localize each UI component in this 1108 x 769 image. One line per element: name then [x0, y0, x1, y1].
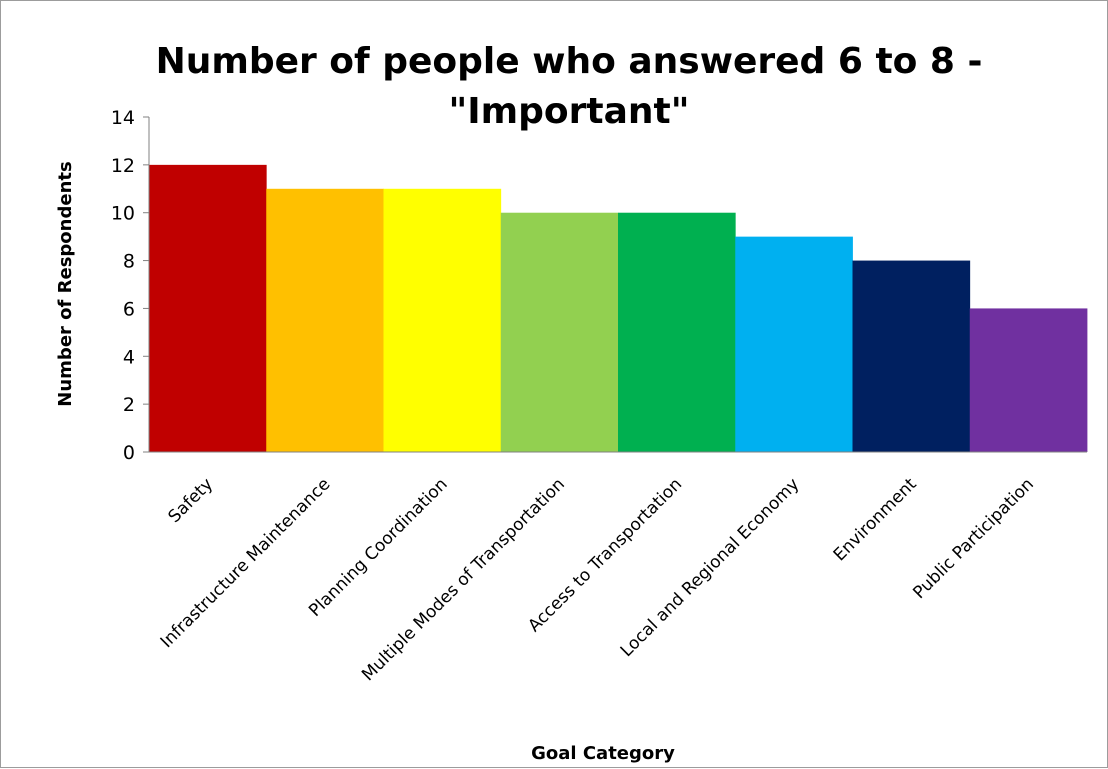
y-tick-label: 2 [123, 394, 135, 416]
bar-local-and-regional-economy [735, 236, 853, 452]
x-category-label: Public Participation [909, 474, 1038, 603]
chart-title: Number of people who answered 6 to 8 - [156, 41, 983, 82]
bar-planning-coordination [383, 188, 502, 453]
axes [148, 117, 1087, 453]
y-tick-label: 10 [111, 203, 135, 225]
y-tick-label: 4 [123, 346, 135, 368]
y-tick-label: 6 [123, 298, 135, 320]
x-category-label: Safety [165, 474, 218, 527]
bar-public-participation [969, 308, 1088, 452]
x-category-label: Multiple Modes of Transportation [358, 474, 569, 685]
y-axis-title: Number of Respondents [55, 161, 76, 406]
bar-access-to-transportation [618, 212, 736, 452]
bar-environment [852, 260, 971, 452]
x-category-label: Environment [830, 474, 921, 565]
y-axis-ticks: 0 2 4 6 8 10 12 14 [111, 107, 149, 464]
x-axis-title: Goal Category [531, 743, 675, 764]
y-tick-label: 8 [123, 251, 135, 273]
bar-infrastructure-maintenance [266, 188, 384, 453]
y-tick-label: 0 [123, 442, 135, 464]
chart-title-group: Number of people who answered 6 to 8 - "… [156, 41, 983, 132]
bars [149, 164, 1088, 453]
y-tick-label: 14 [111, 107, 135, 129]
bar-multiple-modes-of-transportation [500, 212, 619, 452]
y-tick-label: 12 [111, 155, 135, 177]
bar-safety [149, 164, 267, 453]
chart-title-line-2: "Important" [448, 91, 689, 132]
